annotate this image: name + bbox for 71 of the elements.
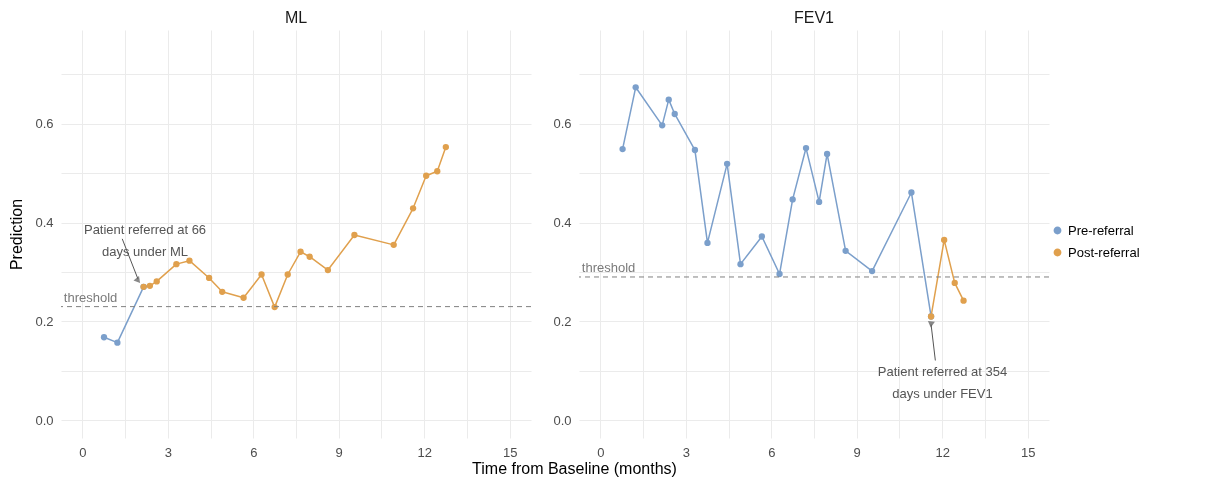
x-tick-label: 6 [250,444,258,460]
y-tick-label: 0.6 [553,116,572,132]
chart-title: ML [284,9,308,26]
point [704,239,711,247]
point [100,334,108,341]
point [205,274,213,282]
point [434,168,441,175]
point [409,205,417,212]
x-tick-label: 6 [768,444,776,460]
x-tick-label: 9 [335,444,343,460]
point [390,241,397,249]
annotation: Patient referred at 354 days under FEV1 [877,364,1008,402]
point [324,266,332,274]
point [665,96,672,103]
y-axis-title: Prediction [8,198,26,271]
point [789,196,796,203]
point [737,260,744,268]
x-tick-label: 3 [164,444,172,460]
y-tick-label: 0.0 [553,412,572,428]
point [691,146,699,154]
point [240,294,247,301]
point [219,288,226,295]
point [758,233,766,240]
point [659,122,666,129]
y-tick-label: 0.6 [35,116,54,132]
ref-line-label: threshold [63,289,118,305]
point [960,297,967,304]
point [442,143,449,151]
chart-title: FEV1 [793,9,835,26]
y-tick-label: 0.4 [553,215,572,231]
point [297,248,304,255]
x-tick-label: 12 [417,444,432,460]
point [284,271,291,278]
point [632,84,639,91]
x-tick-label: 0 [597,444,605,460]
point [306,253,313,260]
point [671,110,678,118]
point [815,198,823,206]
x-axis-title: Time from Baseline (months) [472,460,677,477]
point [173,260,180,268]
y-tick-label: 0.2 [35,313,54,329]
point [114,339,121,346]
point [951,279,958,287]
legend-label: Post-referral [1068,244,1140,260]
point [619,145,626,153]
legend-label: Pre-referral [1068,222,1134,238]
x-tick-label: 15 [502,444,518,460]
x-tick-label: 12 [935,444,950,460]
point [908,189,915,196]
point [823,150,831,158]
ref-line-label: threshold [581,259,636,275]
x-tick-label: 9 [853,444,861,460]
point [723,160,731,168]
point [842,247,849,254]
point [351,231,358,239]
point [186,257,193,264]
point [258,271,265,278]
y-tick-label: 0.2 [553,313,572,329]
point [423,172,430,179]
point [941,236,948,244]
point [146,282,154,290]
point [776,270,783,278]
annotation: Patient referred at 66 days under ML [83,221,207,259]
y-tick-label: 0.4 [35,215,54,231]
y-tick-label: 0.0 [35,412,54,428]
point [153,278,160,285]
point [802,144,810,152]
x-tick-label: 15 [1020,444,1036,460]
x-tick-label: 0 [79,444,87,460]
point [868,267,876,275]
x-tick-label: 3 [682,444,690,460]
